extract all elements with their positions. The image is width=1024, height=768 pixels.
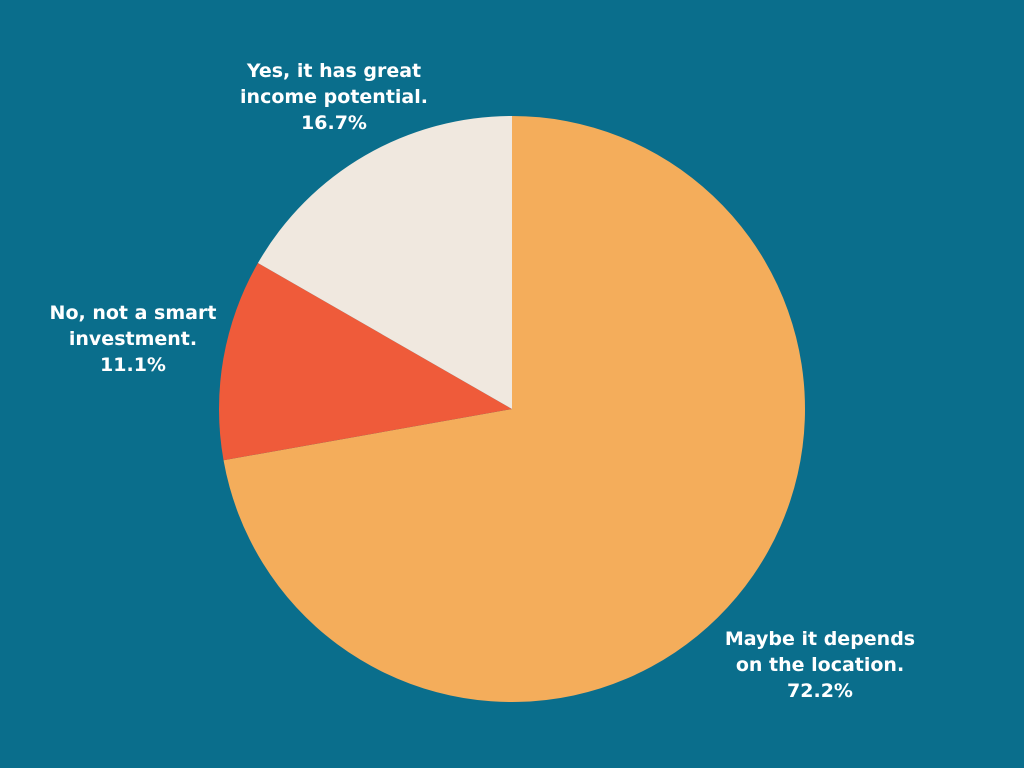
pie-slice-maybe — [223, 116, 805, 703]
slice-label-maybe-line-2: on the location. — [735, 654, 905, 676]
slice-label-no: No, not a smart investment. 11.1% — [50, 300, 217, 378]
slice-value-maybe: 72.2% — [787, 680, 853, 702]
slice-label-yes-line-2: income potential. — [240, 86, 428, 108]
slice-label-no-line-1: No, not a smart — [49, 302, 217, 324]
slice-label-maybe: Maybe it depends on the location. 72.2% — [725, 626, 915, 704]
slice-label-yes-line-1: Yes, it has great — [246, 60, 422, 82]
pie-slice-yes — [257, 116, 512, 409]
slice-value-yes: 16.7% — [301, 112, 367, 134]
slice-label-maybe-line-1: Maybe it depends — [724, 628, 916, 650]
slice-value-no: 11.1% — [100, 354, 166, 376]
slice-label-no-line-2: investment. — [68, 328, 198, 350]
slice-label-yes: Yes, it has great income potential. 16.7… — [240, 58, 428, 136]
pie-slice-no — [219, 263, 512, 461]
